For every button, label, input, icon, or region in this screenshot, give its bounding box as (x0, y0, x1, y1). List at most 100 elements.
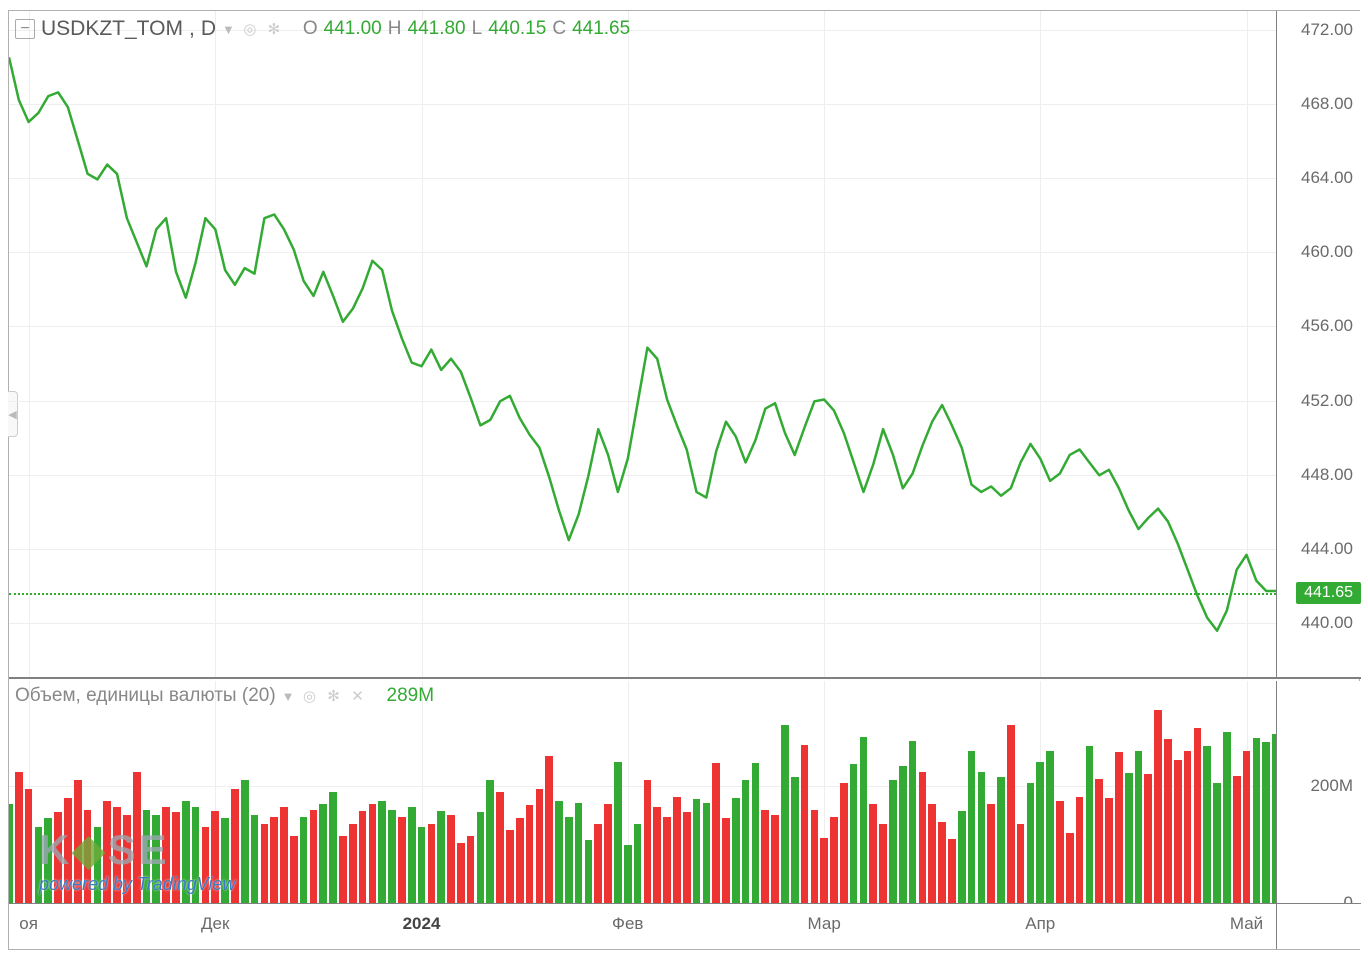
ohlc-c-label: C (552, 18, 566, 40)
x-tick-label: Фев (612, 914, 643, 934)
volume-bar (310, 810, 318, 903)
x-axis-panel[interactable]: ояДек2024ФевМарАпрМай (9, 903, 1361, 949)
volume-bar (968, 751, 976, 903)
price-y-axis[interactable]: 440.00444.00448.00452.00456.00460.00464.… (1276, 11, 1361, 677)
volume-bar (516, 818, 524, 903)
volume-bar (290, 836, 298, 903)
volume-bar (486, 780, 494, 903)
volume-bar (1115, 752, 1123, 903)
eye-icon[interactable]: ◎ (241, 20, 259, 38)
volume-bar (742, 780, 750, 903)
volume-bar (1233, 776, 1241, 903)
x-tick-label: Май (1230, 914, 1263, 934)
y-tick-label: 468.00 (1301, 94, 1353, 114)
volume-bar (1105, 798, 1113, 903)
chevron-down-icon[interactable]: ▼ (282, 689, 295, 704)
volume-bar (801, 745, 809, 903)
volume-bar (644, 780, 652, 903)
x-tick-label: оя (19, 914, 38, 934)
x-tick-label: Мар (808, 914, 841, 934)
volume-bar (958, 811, 966, 903)
volume-bar (1135, 751, 1143, 903)
x-tick-label: Дек (201, 914, 229, 934)
volume-bar (1243, 751, 1251, 903)
volume-bar (369, 804, 377, 903)
volume-bar (761, 810, 769, 903)
ohlc-h-label: H (388, 18, 402, 40)
volume-bar (536, 789, 544, 903)
volume-bar (1253, 738, 1261, 903)
gear-icon[interactable]: ✻ (265, 20, 283, 38)
volume-bar (585, 840, 593, 903)
volume-bar (830, 817, 838, 903)
volume-bar (850, 764, 858, 903)
volume-bar (467, 836, 475, 903)
volume-panel: Объем, единицы валюты (20) ▼ ◎ ✻ ✕ 289M … (9, 681, 1361, 903)
ohlc-l-value: 440.15 (488, 18, 546, 40)
volume-bar (614, 762, 622, 903)
volume-bar (1086, 746, 1094, 903)
volume-bar (1144, 774, 1152, 903)
volume-bar (457, 843, 465, 903)
volume-bar (1027, 783, 1035, 903)
volume-bar (1164, 739, 1172, 903)
volume-bar (948, 839, 956, 903)
volume-bar (555, 801, 563, 903)
volume-bar (928, 804, 936, 903)
volume-bar (811, 810, 819, 903)
volume-bar (359, 811, 367, 903)
volume-y-axis[interactable]: 0200M (1276, 681, 1361, 903)
collapse-icon[interactable]: − (15, 19, 35, 39)
volume-bar (1194, 728, 1202, 903)
volume-bar (496, 792, 504, 903)
volume-header: Объем, единицы валюты (20) ▼ ◎ ✻ ✕ 289M (15, 685, 434, 707)
chart-header: − USDKZT_TOM, D ▼ ◎ ✻ O 441.00 H 441.80 … (15, 17, 630, 41)
y-tick-label: 200M (1310, 776, 1353, 796)
volume-bar (526, 805, 534, 903)
volume-bar (300, 817, 308, 903)
volume-bar (604, 804, 612, 903)
volume-bar (270, 817, 278, 903)
interval-label[interactable]: D (201, 17, 216, 41)
volume-bar (251, 815, 259, 903)
current-price-tag: 441.65 (1296, 582, 1361, 604)
volume-bar (820, 838, 828, 903)
volume-bar (693, 799, 701, 903)
logo-brand: K◆SE (39, 825, 235, 874)
volume-bar (860, 737, 868, 904)
y-tick-label: 472.00 (1301, 20, 1353, 40)
volume-bar (329, 792, 337, 903)
volume-bar (909, 741, 917, 903)
eye-icon[interactable]: ◎ (301, 687, 319, 705)
volume-bar (752, 763, 760, 903)
volume-title: Объем, единицы валюты (20) (15, 685, 276, 707)
gear-icon[interactable]: ✻ (325, 687, 343, 705)
volume-bar (1017, 824, 1025, 903)
chevron-down-icon[interactable]: ▼ (222, 22, 235, 37)
volume-bar (899, 766, 907, 903)
volume-bar (378, 801, 386, 903)
y-tick-label: 456.00 (1301, 316, 1353, 336)
volume-plot-area[interactable]: Объем, единицы валюты (20) ▼ ◎ ✻ ✕ 289M … (9, 681, 1276, 903)
logo: K◆SE powered by TradingView (39, 825, 235, 895)
ohlc-c-value: 441.65 (572, 18, 630, 40)
volume-value: 289M (387, 685, 435, 707)
volume-bar (879, 824, 887, 903)
symbol-label[interactable]: USDKZT_TOM (41, 17, 183, 41)
volume-bar (683, 812, 691, 903)
volume-bar (1154, 710, 1162, 903)
y-tick-label: 464.00 (1301, 168, 1353, 188)
volume-bar (987, 804, 995, 903)
price-plot-area[interactable]: − USDKZT_TOM, D ▼ ◎ ✻ O 441.00 H 441.80 … (9, 11, 1276, 677)
x-axis-labels: ояДек2024ФевМарАпрМай (9, 904, 1276, 949)
volume-bar (398, 817, 406, 903)
volume-bar (594, 824, 602, 903)
volume-bar (919, 772, 927, 903)
price-line-chart (9, 11, 1276, 677)
volume-bar (703, 803, 711, 903)
x-tick-label: Апр (1025, 914, 1055, 934)
volume-bar (1076, 797, 1084, 903)
volume-bar (712, 763, 720, 903)
close-icon[interactable]: ✕ (349, 687, 367, 705)
volume-bar (261, 824, 269, 903)
